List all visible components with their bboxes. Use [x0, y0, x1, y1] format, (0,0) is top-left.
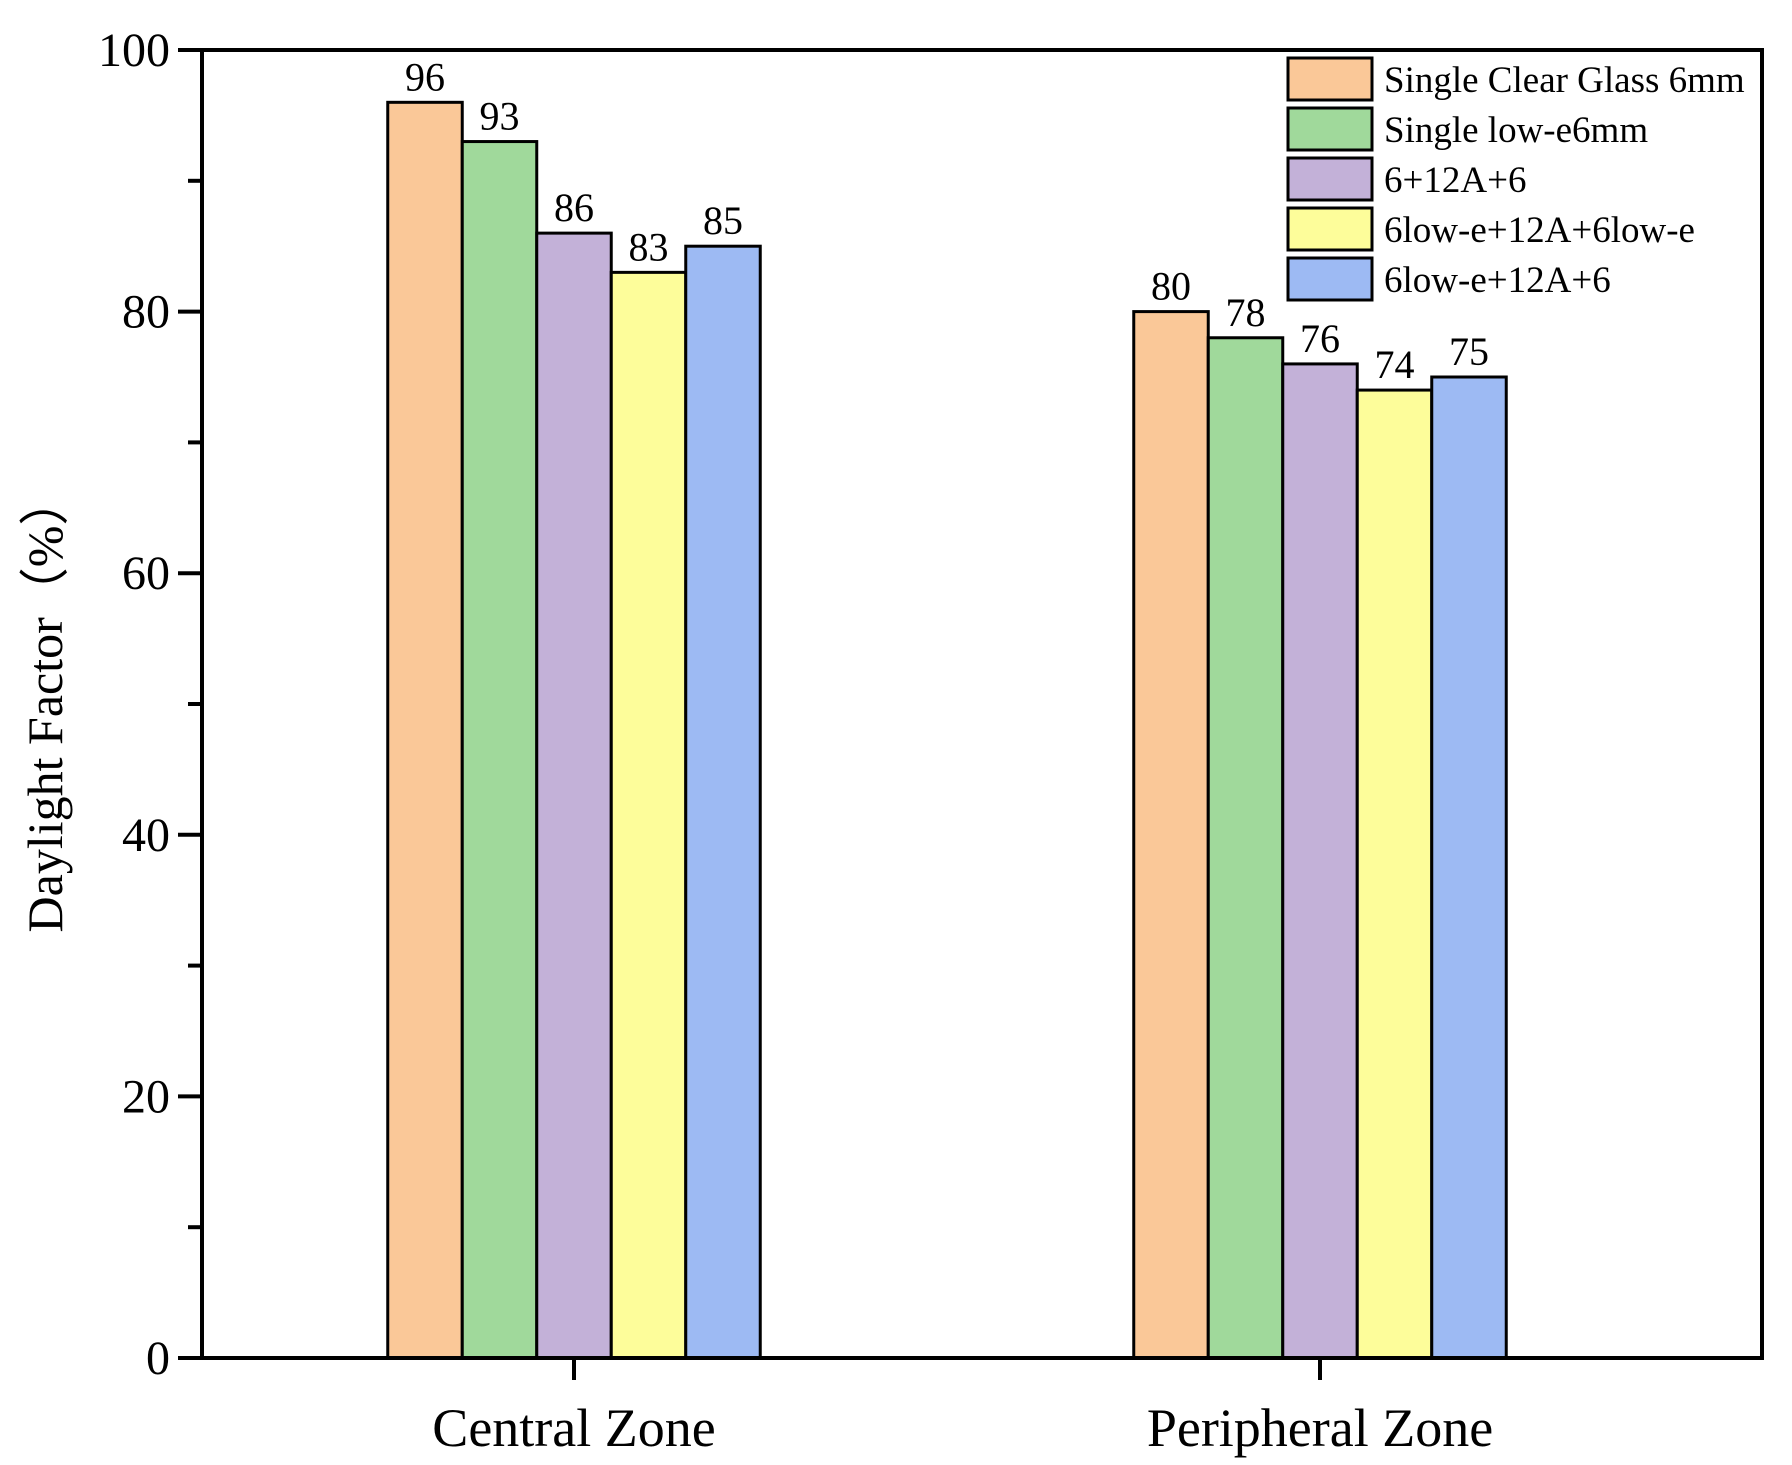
bar — [386, 100, 464, 1360]
bar — [460, 140, 539, 1360]
legend-label: Single Clear Glass 6mm — [1384, 60, 1745, 101]
y-tick-label: 0 — [146, 1332, 170, 1385]
legend-swatch — [1286, 56, 1374, 102]
y-tick-label: 80 — [122, 286, 170, 339]
bar-value-label: 86 — [554, 185, 594, 230]
bar-value-label: 76 — [1300, 316, 1340, 361]
legend-label: 6low-e+12A+6 — [1384, 260, 1611, 301]
bar-value-label: 96 — [405, 54, 445, 99]
bars-layer — [386, 100, 1508, 1360]
x-axis: Central Zone Peripheral Zone — [432, 1358, 1493, 1458]
y-tick-label: 20 — [122, 1070, 170, 1123]
bar-value-label: 78 — [1226, 290, 1266, 335]
y-axis-title: Daylight Factor（%） — [17, 476, 73, 933]
legend-swatch — [1286, 206, 1374, 252]
bar-value-label: 83 — [629, 224, 669, 269]
bar-value-label: 80 — [1151, 264, 1191, 309]
bar — [1132, 310, 1210, 1360]
bar — [609, 270, 688, 1360]
bar — [1430, 375, 1508, 1360]
legend: Single Clear Glass 6mm Single low-e6mm 6+1… — [1286, 56, 1745, 302]
legend-swatch — [1286, 106, 1374, 152]
bar-value-label: 75 — [1449, 329, 1489, 374]
bar-labels-layer: 96 93 86 83 85 80 78 76 74 75 — [405, 54, 1489, 387]
x-tick-label: Central Zone — [432, 1398, 715, 1458]
bar — [1281, 362, 1359, 1360]
bar — [535, 231, 613, 1360]
y-tick-label: 60 — [122, 547, 170, 600]
legend-swatch — [1286, 156, 1374, 202]
y-axis: 0 20 40 60 80 100 — [98, 24, 202, 1385]
bar — [1206, 336, 1285, 1360]
bar — [1355, 388, 1434, 1360]
bar-value-label: 85 — [703, 198, 743, 243]
bar-value-label: 74 — [1375, 342, 1415, 387]
legend-swatch — [1286, 256, 1374, 302]
legend-label: 6low-e+12A+6low-e — [1384, 210, 1695, 251]
bar-value-label: 93 — [480, 94, 520, 139]
x-tick-label: Peripheral Zone — [1147, 1398, 1493, 1458]
legend-label: Single low-e6mm — [1384, 110, 1648, 151]
legend-label: 6+12A+6 — [1384, 160, 1526, 201]
y-tick-label: 40 — [122, 809, 170, 862]
bar — [684, 244, 762, 1360]
y-tick-label: 100 — [98, 24, 170, 77]
